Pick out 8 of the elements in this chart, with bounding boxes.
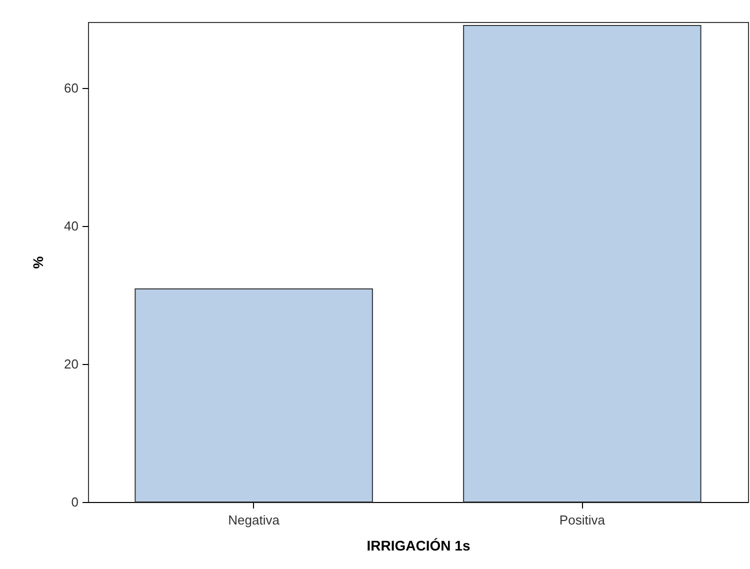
y-tick-label: 0 [71, 494, 78, 510]
x-tick-label: Positiva [559, 512, 606, 528]
x-axis-title: IRRIGACIÓN 1s [366, 538, 470, 554]
y-axis-title: % [30, 256, 46, 269]
x-tick-label: Negativa [228, 512, 280, 528]
y-tick-label: 20 [64, 356, 78, 372]
y-tick-label: 40 [64, 218, 78, 234]
y-tick-label: 60 [64, 80, 78, 96]
